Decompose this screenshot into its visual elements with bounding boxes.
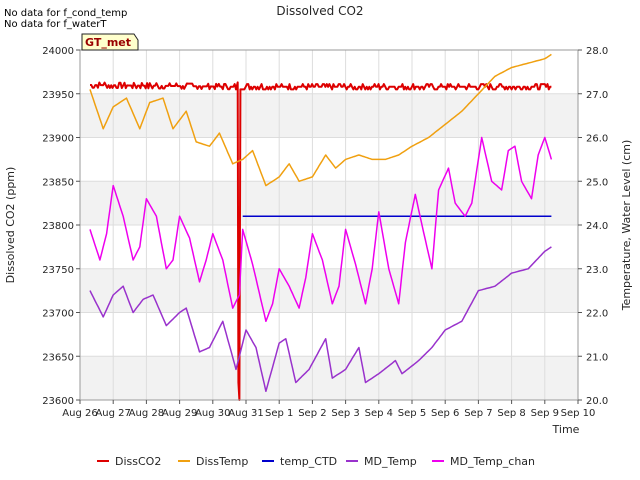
right-tick-label: 26.0 (586, 134, 608, 145)
legend-label: MD_Temp_chan (450, 455, 535, 468)
right-tick-label: 21.0 (586, 352, 608, 363)
gt-met-badge: GT_met (81, 33, 139, 51)
left-tick-label: 23750 (42, 265, 74, 276)
left-tick-label: 23950 (42, 90, 74, 101)
right-tick-label: 24.0 (586, 221, 608, 232)
x-tick-label: Aug 31 (228, 408, 263, 419)
x-tick-label: Sep 3 (331, 408, 359, 419)
right-axis-ticks: 20.0 21.0 22.0 23.0 24.0 25.0 26.0 27.0 28.0 (578, 46, 608, 407)
series-line-disstemp (89, 53, 552, 187)
badge-label: GT_met (85, 36, 131, 49)
left-axis-label: Dissolved CO2 (ppm) (4, 167, 17, 284)
legend: DissCO2 DissTemp temp_CTD MD_Temp MD_Temp_ch… (97, 455, 535, 468)
x-tick-label: Sep 2 (298, 408, 326, 419)
legend-label: MD_Temp (364, 455, 417, 468)
legend-label: DissCO2 (115, 455, 161, 468)
x-tick-label: Sep 8 (497, 408, 525, 419)
right-tick-label: 22.0 (586, 309, 608, 320)
legend-label: DissTemp (196, 455, 248, 468)
x-tick-label: Sep 1 (265, 408, 293, 419)
left-tick-label: 23700 (42, 309, 74, 320)
left-tick-label: 23600 (42, 396, 74, 407)
x-tick-label: Aug 27 (95, 408, 130, 419)
chart-title: Dissolved CO2 (276, 4, 363, 18)
right-tick-label: 27.0 (586, 90, 608, 101)
series-layer (89, 53, 553, 401)
x-tick-label: Aug 26 (62, 408, 97, 419)
x-tick-label: Aug 29 (162, 408, 197, 419)
x-axis-label: Time (552, 423, 580, 436)
right-tick-label: 25.0 (586, 177, 608, 188)
left-tick-label: 24000 (42, 46, 74, 57)
left-tick-label: 23650 (42, 352, 74, 363)
left-axis-ticks: 23600 23650 23700 23750 23800 23850 23900 23950… (42, 46, 80, 407)
left-tick-label: 23850 (42, 177, 74, 188)
x-tick-label: Aug 30 (195, 408, 230, 419)
series-line-dissco2 (90, 81, 552, 401)
no-data-note-cond-temp: No data for f_cond_temp (4, 8, 128, 19)
x-tick-label: Sep 10 (561, 408, 596, 419)
x-tick-label: Sep 4 (365, 408, 393, 419)
right-axis-label: Temperature, Water Level (cm) (620, 140, 633, 312)
left-tick-label: 23800 (42, 221, 74, 232)
plot-band (80, 356, 578, 400)
right-tick-label: 20.0 (586, 396, 608, 407)
x-tick-label: Sep 5 (398, 408, 426, 419)
legend-label: temp_CTD (280, 455, 337, 468)
plot-band (80, 181, 578, 225)
x-tick-label: Sep 6 (431, 408, 459, 419)
series-line-md-temp-chan (89, 136, 553, 323)
left-tick-label: 23900 (42, 134, 74, 145)
plot-band (80, 93, 578, 138)
x-tick-label: Sep 7 (464, 408, 492, 419)
right-tick-label: 23.0 (586, 265, 608, 276)
x-tick-label: Sep 9 (531, 408, 559, 419)
no-data-note-water-t: No data for f_waterT (4, 19, 107, 30)
right-tick-label: 28.0 (586, 46, 608, 57)
series-line-md-temp (89, 246, 552, 393)
x-tick-label: Aug 28 (129, 408, 164, 419)
